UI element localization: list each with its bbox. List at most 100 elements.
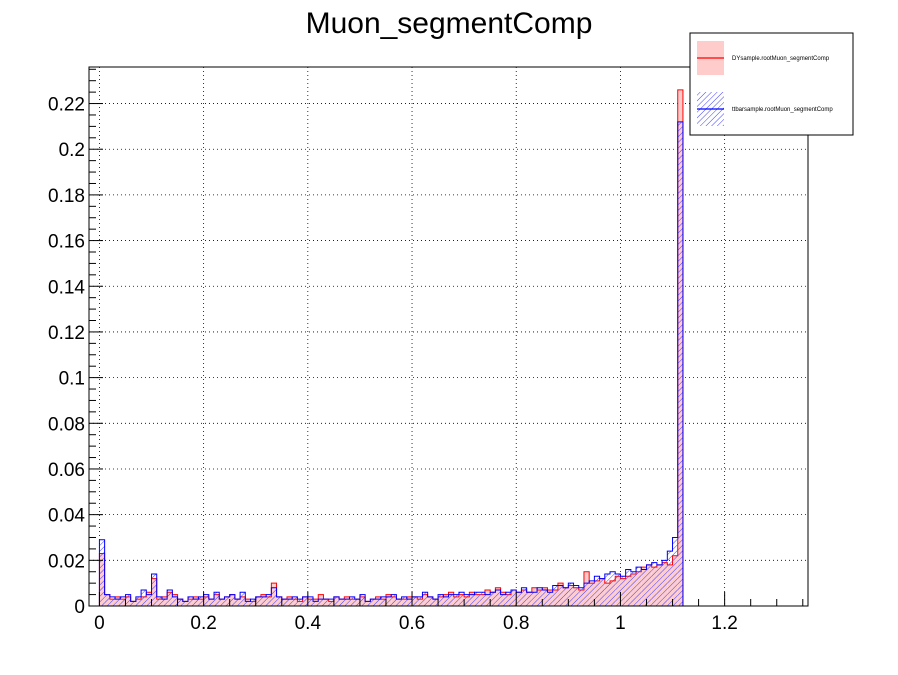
histogram-bin-ttbar	[557, 585, 564, 606]
histogram-bin-ttbar	[604, 574, 611, 606]
histogram-bin-ttbar	[552, 585, 558, 606]
x-tick-label: 1.2	[711, 613, 737, 634]
histogram-bin-ttbar	[328, 599, 334, 606]
histogram-bin-ttbar	[161, 599, 168, 606]
histogram-bin-ttbar	[636, 567, 642, 606]
histogram-bin-ttbar	[568, 583, 574, 606]
histogram-bin-ttbar	[599, 578, 605, 606]
histogram-bin-ttbar	[620, 576, 626, 606]
histogram-bin-ttbar	[453, 594, 459, 606]
histogram-bin-ttbar	[130, 601, 136, 606]
histogram-bin-ttbar	[490, 592, 496, 606]
x-tick-label: 0	[94, 613, 105, 634]
y-tick-label: 0.06	[48, 460, 85, 481]
histogram-bin-ttbar	[505, 592, 512, 606]
histogram-bin-ttbar	[109, 596, 116, 606]
histogram-bin-ttbar	[193, 599, 199, 606]
histogram-bin-ttbar	[375, 599, 381, 606]
histogram-bin-ttbar	[359, 594, 366, 606]
histogram-bin-ttbar	[458, 592, 465, 606]
histogram-bin-ttbar	[417, 596, 423, 606]
histogram-bin-ttbar	[438, 594, 444, 606]
y-tick-label: 0.18	[48, 186, 85, 207]
histogram-bin-ttbar	[333, 596, 340, 606]
histogram-bin-ttbar	[219, 599, 225, 606]
histogram-bin-ttbar	[250, 599, 256, 606]
histogram-bin-ttbar	[464, 594, 470, 606]
histogram-bin-ttbar	[511, 590, 517, 606]
histogram-bin-ttbar	[380, 596, 386, 606]
histogram-bin-ttbar	[542, 590, 548, 606]
histogram-bin-ttbar	[302, 596, 308, 606]
histogram-bin-ttbar	[573, 585, 579, 606]
histogram-bars	[94, 89, 808, 607]
x-tick-label: 0.6	[399, 613, 425, 634]
x-tick-label: 1	[615, 613, 626, 634]
y-tick-label: 0.02	[48, 551, 85, 572]
histogram-bin-ttbar	[255, 596, 261, 606]
legend: DYsample.rootMuon_segmentComp ttbarsampl…	[689, 32, 854, 136]
histogram-bin-ttbar	[125, 594, 131, 606]
histogram-bin-ttbar	[208, 599, 215, 606]
histogram-bin-ttbar	[531, 592, 538, 606]
y-tick-label: 0.22	[48, 95, 85, 116]
histogram-bin-ttbar	[187, 596, 194, 606]
histogram-bin-ttbar	[156, 596, 162, 606]
x-tick-label: 0.4	[295, 613, 322, 634]
histogram-bin-ttbar	[172, 596, 178, 606]
histogram-bin-ttbar	[276, 596, 282, 606]
histogram-bin-ttbar	[344, 599, 350, 606]
y-tick-label: 0	[74, 597, 85, 618]
axis-layer: 0 0.2 0.4 0.6 0.8 1 1.2 0 0.02 0.04 0.06 0.08 0.1 0.1…	[48, 68, 804, 634]
y-tick-label: 0.1	[59, 369, 85, 390]
histogram-bin-ttbar	[307, 596, 314, 606]
histogram-bin-ttbar	[203, 594, 209, 606]
histogram-bin-ttbar	[318, 599, 324, 606]
histogram-bin-ttbar	[177, 599, 183, 606]
histogram-bin-ttbar	[656, 564, 663, 606]
histogram-bin-ttbar	[630, 571, 637, 606]
histogram-bin-ttbar	[385, 596, 392, 606]
histogram-bin-ttbar	[271, 587, 277, 606]
histogram-bin-ttbar	[224, 596, 230, 606]
histogram-bin-ttbar	[422, 592, 428, 606]
histogram-bin-ttbar	[406, 599, 413, 606]
histogram-bin-ttbar	[537, 587, 543, 606]
histogram-bin-ttbar	[448, 594, 454, 606]
chart-title: Muon_segmentComp	[306, 7, 593, 40]
histogram-bin-ttbar	[214, 592, 220, 606]
y-tick-label: 0.08	[48, 414, 85, 435]
histogram-bin-ttbar	[339, 599, 345, 606]
histogram-bin-ttbar	[427, 596, 433, 606]
histogram-bin-ttbar	[469, 594, 475, 606]
histogram-bin-ttbar	[646, 564, 652, 606]
histogram-bin-ttbar	[563, 587, 569, 606]
histogram-bin-ttbar	[521, 587, 527, 606]
histogram-bin-ttbar	[323, 599, 329, 606]
histogram-bin-ttbar	[589, 580, 595, 606]
histogram-bin-ttbar	[583, 583, 590, 606]
histogram-bin-ttbar	[432, 599, 439, 606]
histogram-bin-ttbar	[651, 562, 657, 606]
histogram-bin-ttbar	[313, 601, 319, 606]
histogram-bin-ttbar	[349, 596, 355, 606]
histogram-bin-ttbar	[198, 596, 204, 606]
histogram-bin-ttbar	[484, 594, 491, 606]
histogram-bin-ttbar	[443, 596, 449, 606]
histogram-bin-ttbar	[625, 569, 631, 606]
y-tick-label: 0.04	[48, 506, 85, 527]
histogram-bin-ttbar	[667, 551, 673, 606]
histogram-bin-ttbar	[182, 601, 188, 606]
histogram-bin-ttbar	[615, 574, 621, 606]
histogram-bin-ttbar	[135, 596, 142, 606]
histogram-bin-ttbar	[245, 601, 251, 606]
histogram-bin-ttbar	[401, 596, 407, 606]
histogram-outline-ttbar	[94, 121, 808, 607]
plot-frame	[88, 66, 809, 607]
histogram-bin-ttbar	[234, 599, 241, 606]
histogram-bin-ttbar	[120, 596, 126, 606]
histogram-bin-ttbar	[146, 594, 152, 606]
histogram-bin-ttbar	[292, 596, 298, 606]
histogram-bin-ttbar	[412, 596, 418, 606]
